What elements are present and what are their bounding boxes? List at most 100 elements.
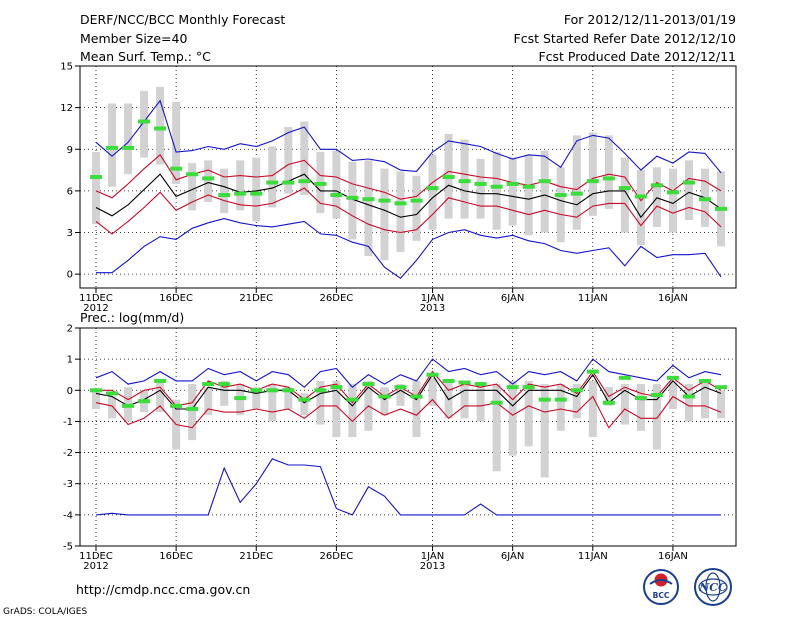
temp-observed-marker bbox=[682, 180, 695, 185]
temp-spread-box bbox=[588, 132, 597, 216]
prec-min-line bbox=[95, 458, 721, 516]
temp-spread-box bbox=[172, 102, 181, 184]
source-url[interactable]: http://cmdp.ncc.cma.gov.cn bbox=[76, 582, 250, 597]
temp-spread-box bbox=[508, 157, 517, 226]
prec-observed-marker bbox=[586, 369, 599, 374]
prec-spread-box bbox=[156, 380, 165, 413]
prec-spread-box bbox=[396, 384, 405, 406]
temp-spread-box bbox=[332, 150, 341, 219]
temp-y-tick-label: 9 bbox=[67, 145, 73, 156]
temp-spread-box bbox=[92, 152, 100, 225]
temp-x-tick-label: 11JAN bbox=[578, 293, 608, 304]
temp-spread-box bbox=[380, 168, 389, 261]
temp-x-tick-year-label: 2013 bbox=[420, 303, 445, 314]
prec-x-tick-label: 11JAN bbox=[578, 551, 608, 562]
prec-spread-box bbox=[316, 380, 325, 425]
prec-observed-marker bbox=[346, 397, 359, 402]
prec-spread-box bbox=[668, 380, 677, 409]
temp-observed-marker bbox=[250, 191, 263, 196]
prec-observed-marker bbox=[330, 385, 343, 390]
ncc-logo-ring bbox=[694, 568, 732, 606]
prec-observed-marker bbox=[378, 394, 391, 399]
temp-observed-marker bbox=[522, 184, 535, 189]
temp-observed-marker bbox=[90, 175, 102, 179]
temp-spread-box bbox=[364, 160, 373, 257]
prec-observed-marker bbox=[170, 403, 183, 408]
temp-spread-box bbox=[636, 170, 645, 245]
prec-x-tick-label: 11DEC bbox=[79, 551, 113, 562]
prec-y-tick-label: 1 bbox=[67, 355, 73, 366]
temp-observed-marker bbox=[346, 195, 359, 200]
temp-observed-marker bbox=[314, 181, 327, 186]
prec-observed-marker bbox=[698, 378, 711, 383]
temp-observed-marker bbox=[602, 176, 615, 181]
prec-y-tick-label: -5 bbox=[63, 542, 73, 553]
temp-spread-box bbox=[604, 135, 613, 209]
prec-observed-marker bbox=[715, 385, 727, 390]
temp-observed-marker bbox=[474, 181, 487, 186]
prec-spread-box bbox=[572, 384, 581, 419]
temp-spread-box bbox=[284, 127, 293, 194]
prec-observed-marker bbox=[602, 400, 615, 405]
prec-spread-box bbox=[492, 384, 501, 472]
prec-p-high-line bbox=[96, 370, 722, 407]
temp-observed-marker bbox=[538, 179, 551, 184]
prec-observed-marker bbox=[282, 388, 295, 393]
forecast-produced-date: Fcst Produced Date 2012/12/11 bbox=[538, 49, 736, 64]
prec-spread-box bbox=[268, 384, 277, 422]
prec-observed-marker bbox=[634, 396, 647, 401]
prec-panel-title: Prec.: log(mm/d) bbox=[80, 310, 184, 325]
prec-observed-marker bbox=[426, 372, 439, 377]
temp-observed-marker bbox=[170, 166, 183, 171]
temp-observed-marker bbox=[298, 179, 311, 184]
temp-spread-box bbox=[684, 160, 693, 221]
prec-spread-box bbox=[188, 384, 197, 441]
temp-p-low-line bbox=[95, 187, 722, 235]
prec-x-tick-label: 1JAN bbox=[421, 551, 444, 562]
temp-spread-box bbox=[428, 154, 437, 230]
prec-observed-marker bbox=[122, 403, 135, 408]
temp-observed-marker bbox=[266, 180, 279, 185]
prec-spread-box bbox=[460, 380, 469, 419]
bcc-logo-wave-icon bbox=[649, 579, 673, 585]
temp-observed-marker bbox=[618, 186, 631, 191]
temp-spread-box bbox=[668, 168, 677, 233]
prec-x-tick-label: 16DEC bbox=[159, 551, 193, 562]
temp-mean-line bbox=[95, 173, 722, 219]
prec-y-tick-label: -4 bbox=[63, 510, 73, 521]
temp-observed-marker bbox=[650, 183, 663, 188]
prec-observed-marker bbox=[298, 397, 311, 402]
temp-observed-marker bbox=[362, 197, 375, 202]
prec-spread-box bbox=[204, 387, 213, 416]
temp-y-tick-label: 12 bbox=[60, 103, 73, 114]
temp-x-tick-label: 1JAN bbox=[421, 293, 444, 304]
temp-spread-box bbox=[396, 171, 405, 252]
temp-spread-box bbox=[188, 163, 197, 211]
temp-p-high-line bbox=[95, 153, 722, 202]
prec-observed-marker bbox=[506, 385, 519, 390]
temp-spread-box bbox=[460, 139, 469, 219]
temp-x-tick-year-label: 2012 bbox=[83, 303, 108, 314]
temp-observed-marker bbox=[458, 179, 471, 184]
prec-spread-box bbox=[556, 384, 565, 431]
prec-observed-marker bbox=[682, 394, 695, 399]
prec-observed-marker bbox=[234, 396, 247, 401]
prec-spread-box bbox=[380, 387, 389, 416]
temp-spread-box bbox=[300, 121, 309, 196]
temp-observed-marker bbox=[330, 193, 343, 198]
temp-spread-box bbox=[572, 135, 581, 230]
bcc-logo-text: BCC bbox=[653, 591, 670, 600]
temp-spread-box bbox=[268, 146, 277, 208]
prec-x-tick-year-label: 2012 bbox=[83, 561, 108, 572]
bcc-logo-ring bbox=[643, 569, 679, 605]
ncc-logo-orbit-icon bbox=[698, 578, 728, 596]
temp-spread-box bbox=[652, 167, 661, 227]
prec-spread-box bbox=[476, 384, 485, 422]
member-size: Member Size=40 bbox=[80, 31, 187, 46]
temp-observed-marker bbox=[122, 145, 135, 150]
prec-observed-marker bbox=[186, 406, 199, 411]
temp-spread-box bbox=[156, 86, 165, 165]
temp-observed-marker bbox=[698, 197, 711, 202]
temp-observed-marker bbox=[410, 198, 423, 203]
prec-max-line bbox=[95, 358, 722, 388]
